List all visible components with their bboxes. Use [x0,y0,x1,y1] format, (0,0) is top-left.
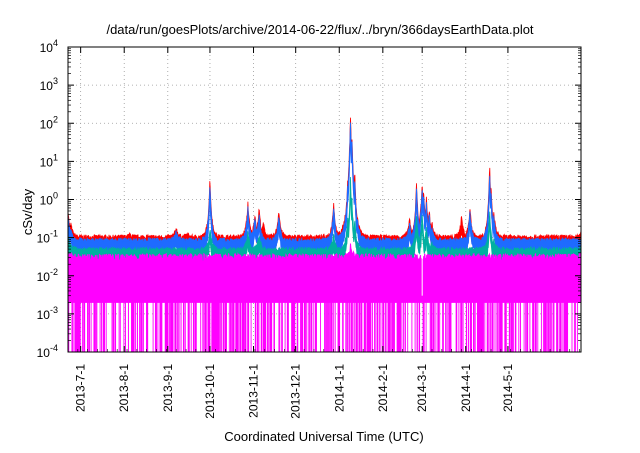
y-tick-label: 103 [40,76,58,93]
series-red [68,117,581,255]
y-tick-base: 10 [40,155,54,169]
x-tick-label: 2013-8-1 [117,364,131,412]
y-tick-label: 104 [40,38,58,55]
y-tick-exponent: 4 [53,38,58,48]
series-group [68,117,581,352]
y-tick-base: 10 [40,41,54,55]
y-tick-base: 10 [40,117,54,131]
x-tick-label: 2013-7-1 [74,364,88,412]
series-magenta-gap-fill [350,302,352,352]
x-tick-label: 2013-10-1 [203,364,217,419]
x-tick-label: 2014-5-1 [501,364,515,412]
x-tick-label: 2014-4-1 [459,364,473,412]
y-tick-label: 102 [40,114,58,131]
y-tick-exponent: -4 [50,343,58,353]
x-tick-label: 2013-11-1 [247,364,261,418]
y-tick-label: 10-3 [37,305,58,322]
y-tick-exponent: 1 [53,152,58,162]
y-tick-base: 10 [40,79,54,93]
x-tick-label: 2014-3-1 [415,364,429,412]
series-magenta-band [68,243,581,303]
x-tick-label: 2013-12-1 [289,364,303,419]
y-axis-label: cSv/day [20,188,35,235]
y-tick-base: 10 [37,308,51,322]
y-tick-base: 10 [37,232,51,246]
x-tick-label: 2014-1-1 [332,364,346,412]
y-tick-base: 10 [37,346,51,360]
y-tick-exponent: 2 [53,114,58,124]
y-tick-label: 10-4 [37,343,58,360]
series-teal [68,176,581,268]
y-tick-exponent: -2 [50,267,58,277]
series-magenta-drops [68,302,579,352]
y-tick-label: 10-2 [37,267,58,284]
x-axis: 2013-7-1 2013-8-1 2013-9-1 2013-10-1 2013-11… [67,47,580,419]
y-tick-label: 100 [40,191,58,208]
chart-title: /data/run/goesPlots/archive/2014-06-22/f… [106,22,533,37]
y-tick-base: 10 [40,194,54,208]
x-tick-label: 2014-2-1 [376,364,390,412]
y-tick-exponent: -1 [50,229,58,239]
x-tick-label: 2013-9-1 [161,364,175,412]
y-tick-label: 101 [40,152,58,169]
x-axis-label: Coordinated Universal Time (UTC) [224,429,423,444]
y-tick-base: 10 [37,270,51,284]
y-tick-exponent: 0 [53,191,58,201]
y-tick-exponent: -3 [50,305,58,315]
series-magenta-gap-fill [211,302,220,352]
y-tick-label: 10-1 [37,229,58,246]
y-tick-exponent: 3 [53,76,58,86]
